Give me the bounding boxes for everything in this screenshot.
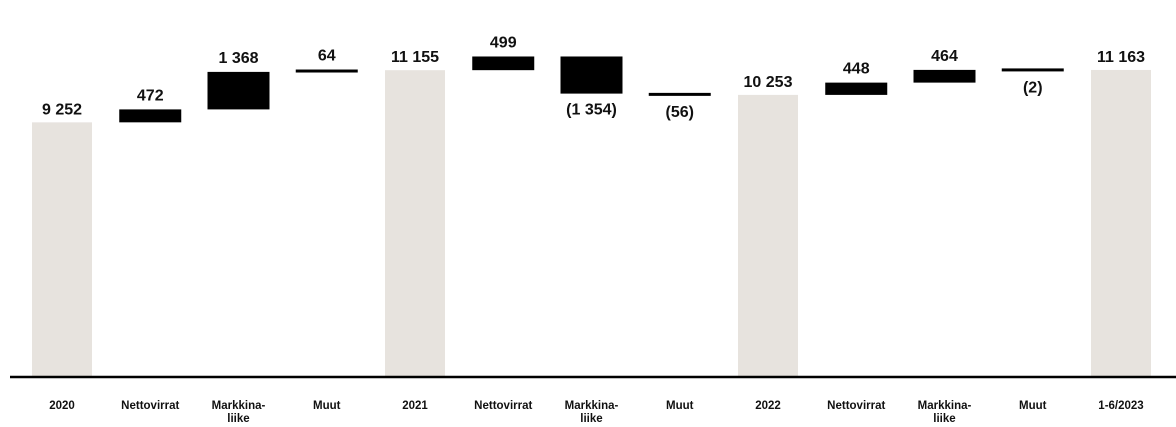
- data-label: 11 163: [1097, 49, 1145, 66]
- x-tick-label: liike: [580, 413, 602, 425]
- x-tick-label: 1-6/2023: [1098, 400, 1143, 412]
- data-label: 64: [318, 48, 336, 65]
- data-label: 448: [843, 61, 870, 78]
- data-label: (56): [666, 104, 694, 121]
- x-tick-label: Nettovirrat: [474, 400, 532, 412]
- decrease-bar: [560, 56, 623, 94]
- x-tick-label: 2021: [402, 400, 428, 412]
- decrease-bar: [1001, 68, 1064, 72]
- data-label: 464: [931, 48, 958, 65]
- x-tick-label: Muut: [1019, 400, 1047, 412]
- x-tick-label: liike: [227, 413, 249, 425]
- decrease-bar: [648, 92, 711, 96]
- x-tick-label: Nettovirrat: [827, 400, 885, 412]
- data-label: 10 253: [744, 74, 793, 91]
- data-label: 472: [137, 87, 164, 104]
- x-tick-label: Muut: [666, 400, 694, 412]
- total-bar: [1091, 69, 1151, 376]
- increase-bar: [825, 82, 888, 95]
- data-label: (1 354): [566, 102, 617, 119]
- increase-bar: [295, 69, 358, 73]
- total-bar: [32, 122, 92, 376]
- x-tick-label: Nettovirrat: [121, 400, 179, 412]
- data-label: 9 252: [42, 101, 82, 118]
- x-tick-label: liike: [933, 413, 955, 425]
- total-bar: [385, 70, 445, 376]
- data-label: 499: [490, 34, 517, 51]
- x-tick-label: Markkina-: [918, 400, 972, 412]
- increase-bar: [913, 69, 976, 83]
- x-tick-label: 2022: [755, 400, 781, 412]
- increase-bar: [472, 56, 535, 71]
- x-tick-label: Markkina-: [212, 400, 266, 412]
- data-label: (2): [1023, 79, 1043, 96]
- increase-bar: [119, 109, 182, 123]
- data-label: 1 368: [218, 50, 258, 67]
- x-tick-label: Markkina-: [565, 400, 619, 412]
- x-tick-label: 2020: [49, 400, 75, 412]
- total-bar: [738, 94, 798, 377]
- x-tick-label: Muut: [313, 400, 341, 412]
- data-label: 11 155: [391, 49, 439, 66]
- increase-bar: [207, 71, 270, 110]
